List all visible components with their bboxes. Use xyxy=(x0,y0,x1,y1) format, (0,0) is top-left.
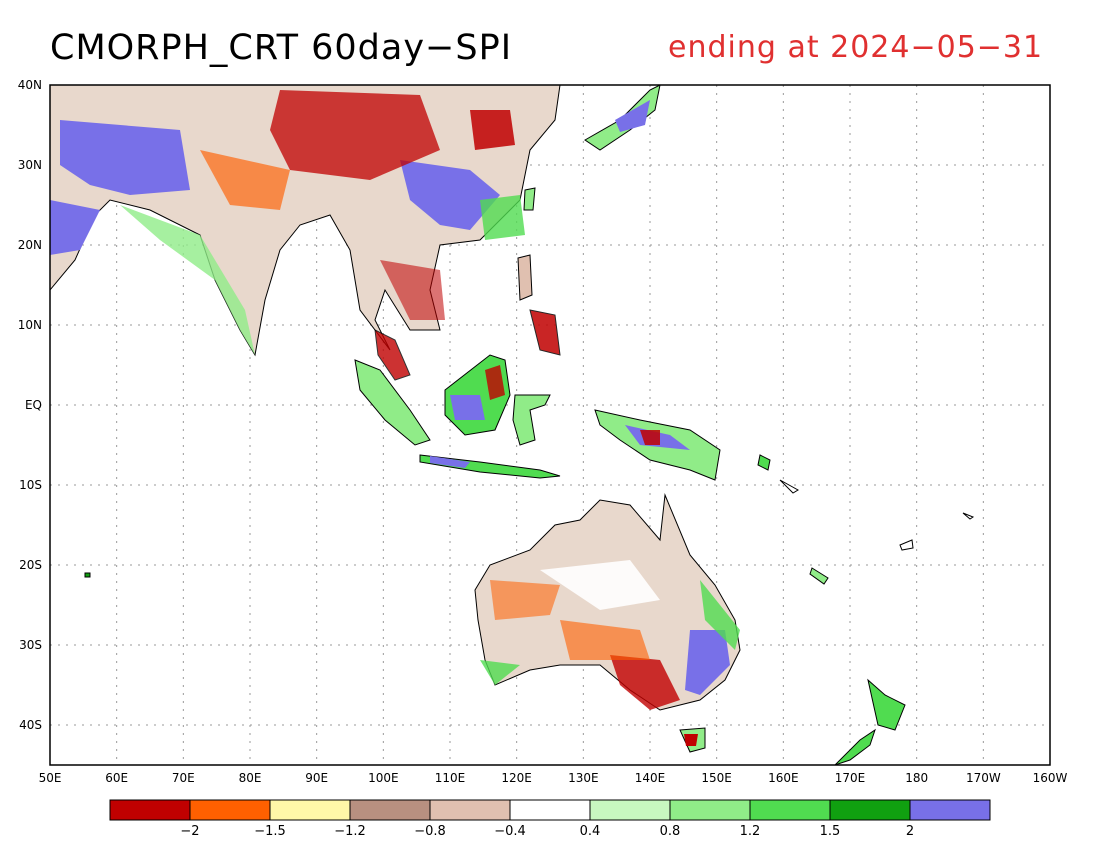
longitude-label: 120E xyxy=(501,771,532,785)
longitude-label: 90E xyxy=(305,771,328,785)
colorbar-swatch xyxy=(909,799,991,821)
colorbar-label: 2 xyxy=(906,824,914,839)
colorbar-label: −0.4 xyxy=(494,824,526,839)
colorbar-label: 0.4 xyxy=(580,824,601,839)
colorbar-swatch xyxy=(269,799,351,821)
latitude-label: EQ xyxy=(25,398,42,412)
sulawesi-landmass xyxy=(512,394,551,446)
longitude-label: 60E xyxy=(105,771,128,785)
longitude-label: 50E xyxy=(39,771,62,785)
date-subtitle: ending at 2024−05−31 xyxy=(668,30,1044,65)
longitude-label: 80E xyxy=(239,771,262,785)
latitude-label: 20S xyxy=(19,558,42,572)
colorbar-swatch xyxy=(749,799,831,821)
longitude-label: 160W xyxy=(1033,771,1068,785)
longitude-label: 100E xyxy=(368,771,399,785)
colorbar-label: −0.8 xyxy=(414,824,446,839)
colorbar-swatch xyxy=(829,799,911,821)
colorbar-label: −2 xyxy=(180,824,199,839)
new-zealand-landmass xyxy=(834,678,906,765)
latitude-label: 40N xyxy=(18,78,42,92)
longitude-label: 160E xyxy=(768,771,799,785)
japan-landmass xyxy=(584,85,661,151)
longitude-label: 140E xyxy=(635,771,666,785)
colorbar-swatch xyxy=(669,799,751,821)
latitude-label: 10N xyxy=(18,318,42,332)
longitude-label: 170E xyxy=(835,771,866,785)
colorbar-label: −1.5 xyxy=(254,824,286,839)
colorbar-label: 1.5 xyxy=(820,824,841,839)
latitude-labels: 40N 30N 20N 10N EQ 10S 20S 30S 40S xyxy=(18,78,42,732)
pacific-islands xyxy=(84,454,975,585)
colorbar-swatch xyxy=(189,799,271,821)
latitude-label: 30S xyxy=(19,638,42,652)
borneo-landmass xyxy=(444,354,511,436)
longitude-label: 180 xyxy=(905,771,928,785)
latitude-label: 30N xyxy=(18,158,42,172)
longitude-label: 130E xyxy=(568,771,599,785)
map-frame xyxy=(49,84,1051,766)
colorbar-label: 0.8 xyxy=(660,824,681,839)
longitude-labels: 50E 60E 70E 80E 90E 100E 110E 120E 130E 140E 150E 1… xyxy=(39,771,1068,785)
asia-landmass xyxy=(50,85,561,357)
java-landmass xyxy=(419,454,561,479)
longitude-label: 110E xyxy=(435,771,466,785)
colorbar-swatch xyxy=(429,799,511,821)
latitude-label: 20N xyxy=(18,238,42,252)
map-title: CMORPH_CRT 60day−SPI xyxy=(50,28,513,68)
new-guinea-landmass xyxy=(594,409,721,481)
latitude-label: 10S xyxy=(19,478,42,492)
longitude-label: 70E xyxy=(172,771,195,785)
colorbar-label: 1.2 xyxy=(740,824,761,839)
sumatra-landmass xyxy=(354,329,431,446)
colorbar: −2 −1.5 −1.2 −0.8 −0.4 0.4 0.8 1.2 1.5 2 xyxy=(109,799,991,839)
tasmania-landmass xyxy=(679,727,706,753)
colorbar-label: −1.2 xyxy=(334,824,366,839)
longitude-label: 150E xyxy=(701,771,732,785)
colorbar-swatch xyxy=(589,799,671,821)
latitude-label: 40S xyxy=(19,718,42,732)
colorbar-swatch xyxy=(509,799,591,821)
colorbar-swatch xyxy=(349,799,431,821)
longitude-label: 170W xyxy=(966,771,1001,785)
map-area xyxy=(50,85,1050,765)
australia-landmass xyxy=(474,493,741,711)
philippines-landmass xyxy=(517,187,561,356)
colorbar-swatch xyxy=(109,799,191,821)
